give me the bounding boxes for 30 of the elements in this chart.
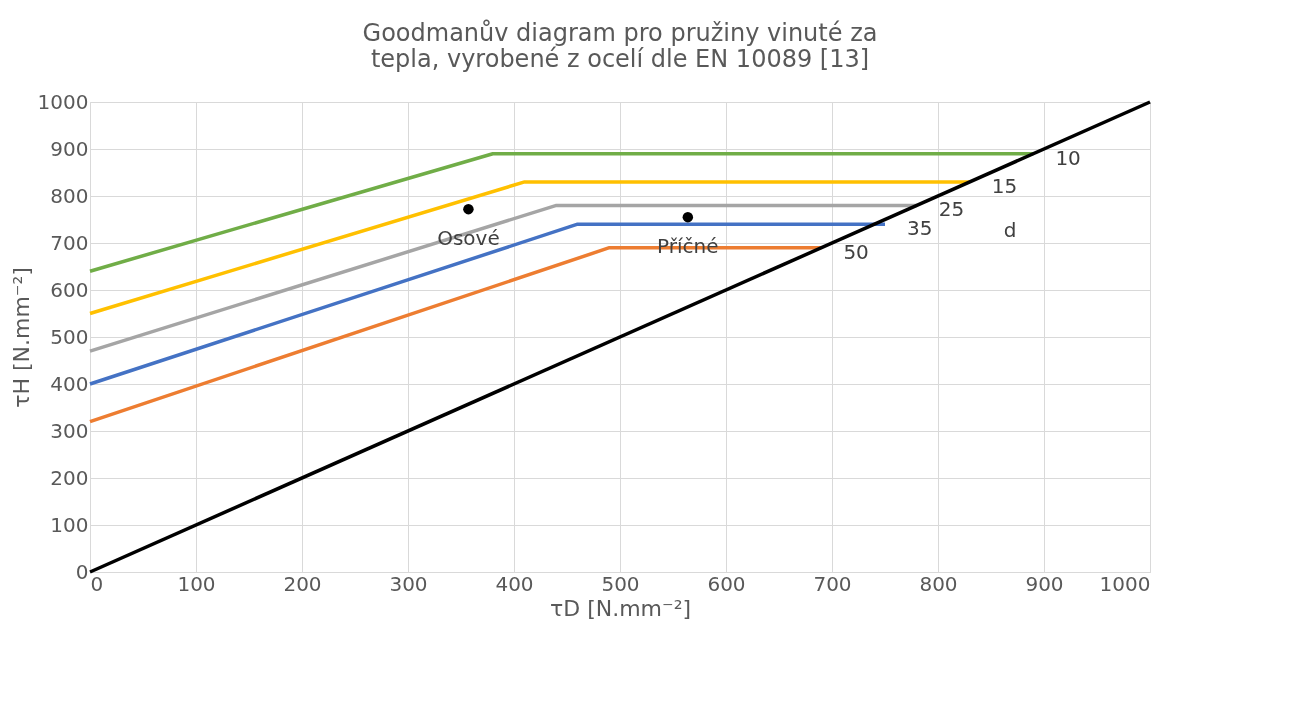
y-tick-label: 800 xyxy=(50,183,89,208)
x-axis-title: τD [N.mm⁻²] xyxy=(549,595,692,621)
annotation: Osové xyxy=(437,225,500,250)
y-tick-label: 300 xyxy=(50,418,89,443)
x-tick-label: 400 xyxy=(495,571,534,596)
x-tick-label: 800 xyxy=(919,571,958,596)
y-tick-label: 200 xyxy=(50,465,89,490)
x-tick-label: 700 xyxy=(813,571,852,596)
y-tick-label: 700 xyxy=(50,230,89,255)
x-tick-label: 500 xyxy=(601,571,640,596)
y-tick-label: 500 xyxy=(50,324,89,349)
annotation: d xyxy=(1003,217,1017,242)
x-tick-label: 300 xyxy=(389,571,428,596)
y-tick-label: 400 xyxy=(50,371,89,396)
x-tick-label: 100 xyxy=(177,571,216,596)
y-axis-title: τH [N.mm⁻²] xyxy=(8,267,34,408)
x-tick-label: 200 xyxy=(283,571,322,596)
series-label: 15 xyxy=(991,173,1018,198)
y-tick-label: 1000 xyxy=(37,89,89,114)
y-tick-label: 100 xyxy=(50,512,89,537)
y-tick-label: 900 xyxy=(50,136,89,161)
x-tick-label: 900 xyxy=(1025,571,1064,596)
series-label: 25 xyxy=(938,197,965,222)
x-tick-label: 1000 xyxy=(1099,571,1151,596)
chart-title: Goodmanův diagram pro pružiny vinuté za tepla, vyrobené z ocelí dle EN 10089 [13] xyxy=(362,19,878,73)
series-label: 35 xyxy=(907,216,933,241)
series-label: 50 xyxy=(843,239,869,264)
x-tick-label: 600 xyxy=(707,571,746,596)
series-label: 10 xyxy=(1055,145,1081,170)
y-tick-label: 600 xyxy=(50,277,89,302)
